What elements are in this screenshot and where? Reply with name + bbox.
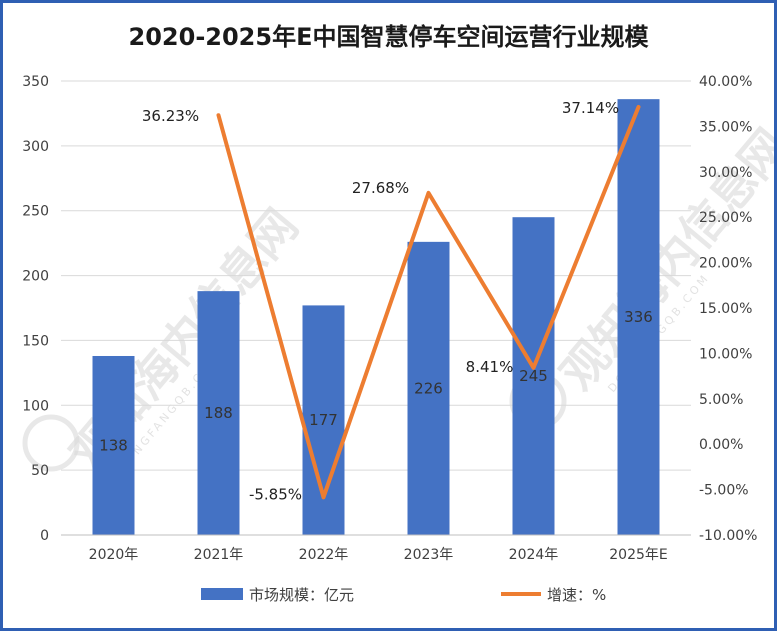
growth-data-label: 36.23%	[142, 107, 199, 125]
y-right-tick-label: -5.00%	[699, 483, 749, 499]
growth-line	[216, 104, 641, 500]
legend-label-bar: 市场规模：亿元	[249, 586, 354, 604]
y-right-tick-label: 5.00%	[699, 392, 743, 408]
x-tick-label: 2022年	[299, 547, 349, 563]
y-left-tick-label: 200	[22, 269, 49, 285]
y-left-tick-label: 50	[31, 463, 49, 479]
legend-label-line: 增速：%	[547, 586, 606, 604]
growth-data-label: 8.41%	[466, 358, 514, 376]
y-right-tick-label: 30.00%	[699, 165, 752, 181]
bar	[617, 99, 660, 535]
legend-swatch-bar	[201, 588, 243, 600]
x-tick-label: 2025年E	[609, 547, 667, 563]
bar	[197, 291, 240, 535]
bar	[407, 241, 450, 536]
chart-svg: 观知海内信息网DONGFANGQB.COM观知海内信息网DONGFANGQB.C…	[22, 74, 774, 604]
x-tick-label: 2021年	[194, 547, 244, 563]
watermark-logo-left	[22, 414, 80, 472]
y-right-tick-label: 35.00%	[699, 119, 752, 135]
growth-data-label: -5.85%	[249, 485, 302, 503]
y-left-tick-label: 300	[22, 139, 49, 155]
y-right-tick-label: 25.00%	[699, 210, 752, 226]
x-tick-label: 2023年	[404, 547, 454, 563]
y-left-tick-label: 350	[22, 74, 49, 90]
bar-data-label: 226	[414, 379, 443, 397]
x-tick-label: 2020年	[89, 547, 139, 563]
bar	[512, 217, 555, 535]
y-right-tick-label: 15.00%	[699, 301, 752, 317]
bar-data-label: 188	[204, 404, 233, 422]
bar-data-label: 138	[99, 436, 128, 454]
bar-data-label: 177	[309, 411, 338, 429]
y-left-tick-label: 0	[40, 528, 49, 544]
y-right-tick-label: -10.00%	[699, 528, 757, 544]
bar-data-label: 336	[624, 308, 653, 326]
y-left-tick-label: 250	[22, 204, 49, 220]
y-right-tick-label: 0.00%	[699, 437, 743, 453]
bar-data-label: 245	[519, 367, 548, 385]
growth-data-label: 27.68%	[352, 179, 409, 197]
y-right-tick-label: 10.00%	[699, 346, 752, 362]
x-tick-label: 2024年	[509, 547, 559, 563]
y-right-tick-label: 20.00%	[699, 256, 752, 272]
chart-title: 2020-2025年E中国智慧停车空间运营行业规模	[128, 23, 649, 51]
y-left-tick-label: 100	[22, 398, 49, 414]
y-left-tick-label: 150	[22, 333, 49, 349]
bar	[92, 355, 135, 535]
y-right-tick-label: 40.00%	[699, 74, 752, 90]
growth-data-label: 37.14%	[562, 99, 619, 117]
